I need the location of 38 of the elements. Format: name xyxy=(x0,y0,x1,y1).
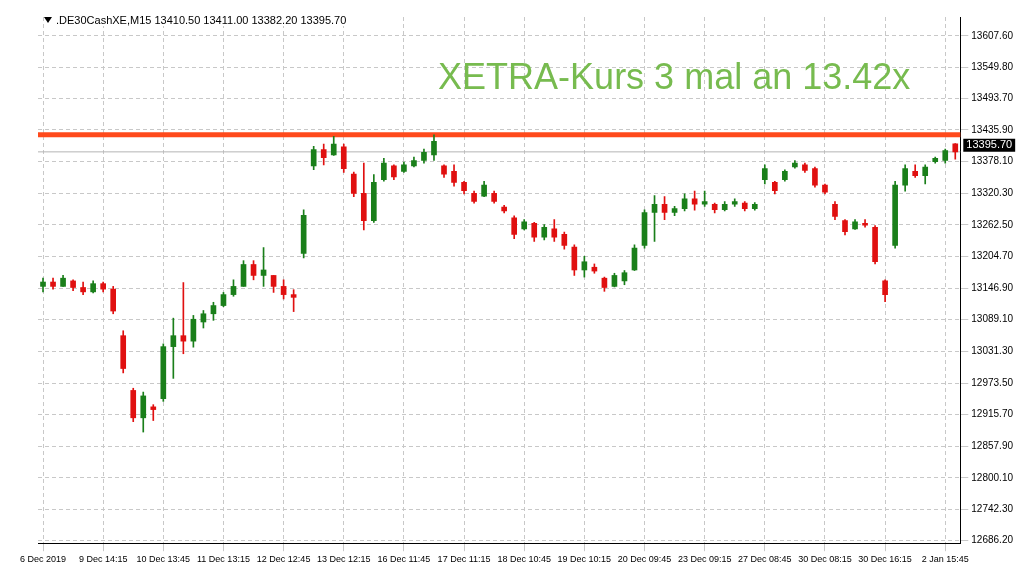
candlestick xyxy=(150,404,157,421)
x-tick-label: 30 Dec 16:15 xyxy=(858,554,912,565)
y-tick-label: 13607.60 xyxy=(971,29,1014,41)
x-tick-label: 27 Dec 08:45 xyxy=(738,554,792,565)
y-tick-label: 12857.90 xyxy=(971,440,1014,452)
y-tick-label: 13493.70 xyxy=(971,91,1014,103)
x-tick-label: 20 Dec 09:45 xyxy=(617,554,672,565)
x-tick-label: 10 Dec 13:45 xyxy=(136,554,191,565)
y-tick-label: 13435.90 xyxy=(971,123,1014,135)
y-tick-label: 13146.90 xyxy=(971,281,1014,293)
y-tick-label: 12973.50 xyxy=(971,376,1014,388)
x-tick-label: 13 Dec 12:15 xyxy=(316,554,371,565)
x-tick-label: 16 Dec 11:45 xyxy=(377,554,431,565)
y-tick-label: 13031.30 xyxy=(971,345,1014,357)
y-tick-label: 12742.30 xyxy=(971,503,1014,515)
y-tick-label: 13549.80 xyxy=(971,61,1014,73)
ref-line-label: 13395.70 xyxy=(966,138,1013,151)
ref-line-label: XETRA-Kurs 3 mal an 13.42x xyxy=(438,55,911,97)
x-tick-label: 2 Jan 15:45 xyxy=(921,554,969,565)
x-tick-label: 23 Dec 09:15 xyxy=(677,554,732,565)
y-tick-label: 13262.50 xyxy=(971,218,1014,230)
x-tick-label: 12 Dec 12:45 xyxy=(256,554,311,565)
y-tick-label: 12800.10 xyxy=(971,471,1014,483)
chart-title: .DE30CashXE,M15 13410.50 13411.00 13382.20 13395.70 xyxy=(56,14,347,26)
y-tick-label: 12686.20 xyxy=(971,534,1014,546)
x-tick-label: 9 Dec 14:15 xyxy=(78,554,128,565)
y-tick-label: 13378.10 xyxy=(971,155,1014,167)
y-tick-label: 13320.30 xyxy=(971,186,1014,198)
y-tick-label: 13204.70 xyxy=(971,250,1014,262)
x-tick-label: 11 Dec 13:15 xyxy=(197,554,250,565)
y-tick-label: 13089.10 xyxy=(971,313,1014,325)
y-tick-label: 12915.70 xyxy=(971,408,1014,420)
candlestick xyxy=(862,219,868,228)
x-tick-label: 17 Dec 11:15 xyxy=(437,554,491,565)
x-tick-label: 6 Dec 2019 xyxy=(19,554,67,565)
x-tick-label: 19 Dec 10:15 xyxy=(557,554,612,565)
x-tick-label: 30 Dec 08:15 xyxy=(798,554,852,565)
x-tick-label: 18 Dec 10:45 xyxy=(497,554,551,565)
